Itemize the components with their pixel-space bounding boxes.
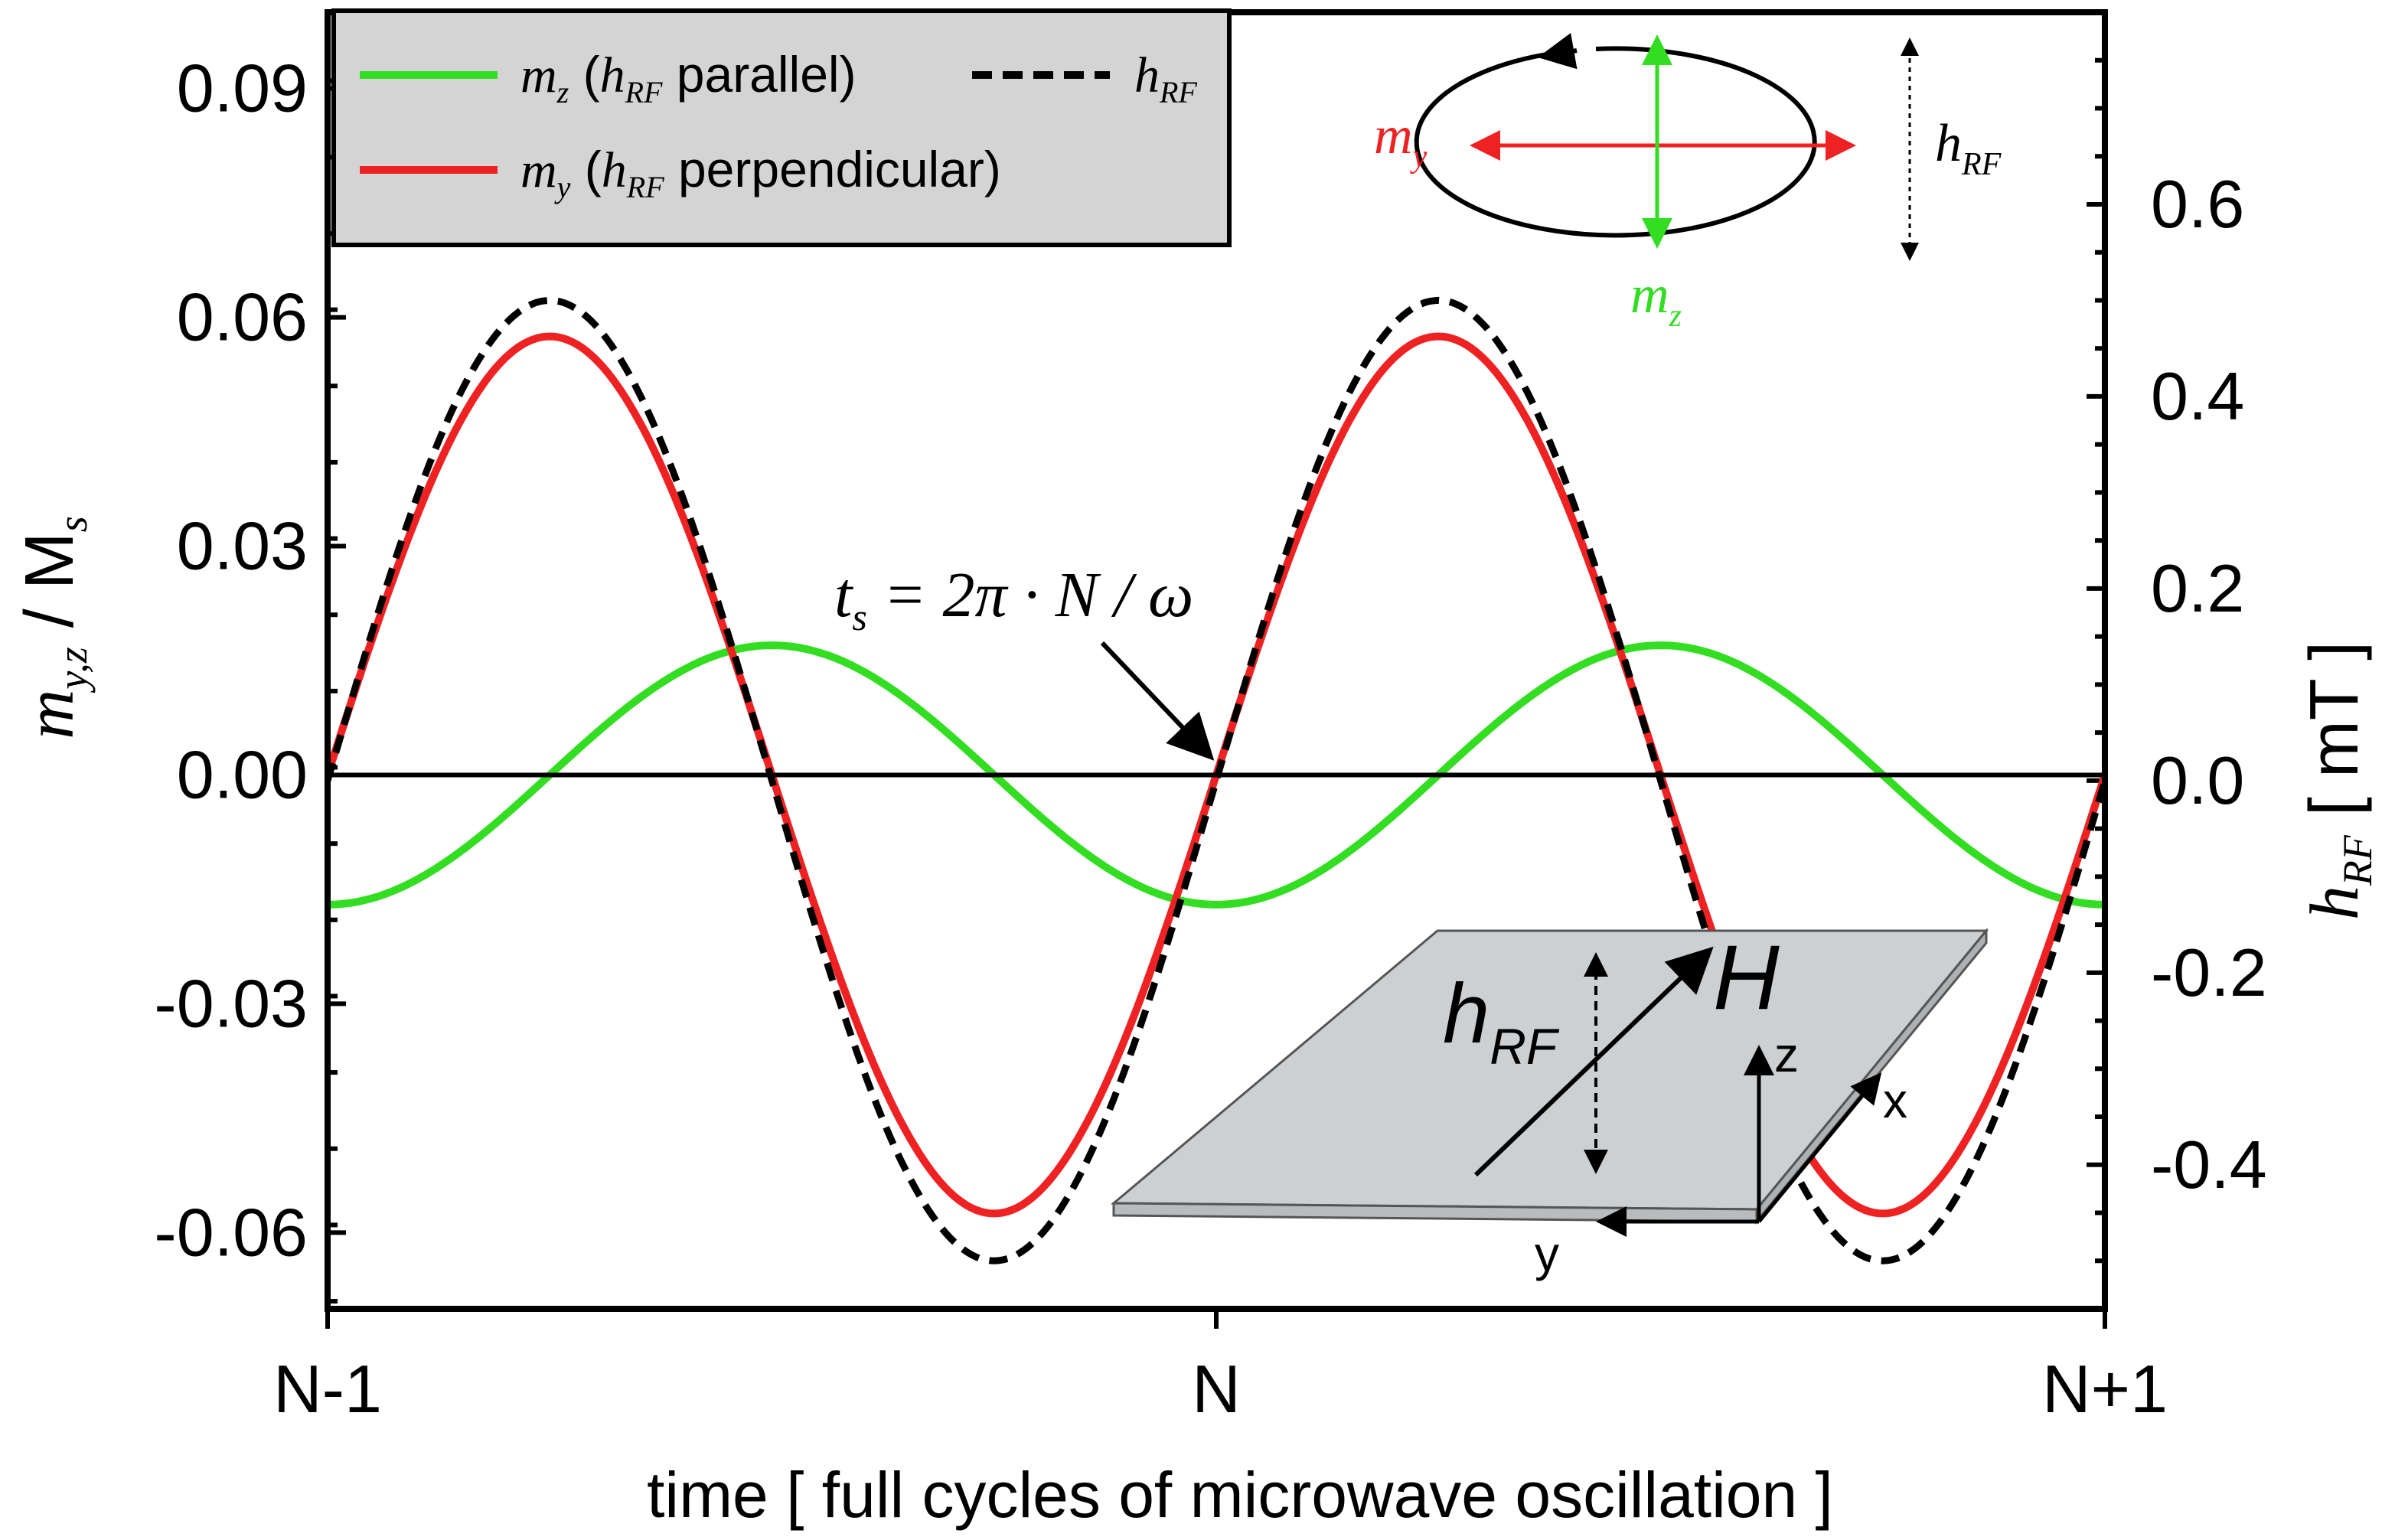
plate-H-label: H	[1713, 926, 1780, 1029]
H-field-arrow-icon	[1473, 946, 1714, 1177]
series-line-2	[328, 296, 2105, 1264]
annotation-arrow-icon	[1100, 641, 1215, 761]
right-tick-labels: 0.6 0.4 0.2 0.0 -0.2 -0.4	[2151, 166, 2267, 1202]
legend-label-my: my (hRF perpendicular)	[520, 141, 1001, 204]
annotation-ts: ts = 2π · N / ω	[834, 560, 1215, 761]
inset-mz-label: mz	[1630, 266, 1682, 334]
svg-text:hRF [ mT ]: hRF [ mT ]	[2296, 641, 2380, 920]
x-axis-arrow-icon	[1757, 1072, 1882, 1223]
ellipse-rotation-arrow-icon	[1538, 33, 1578, 70]
ellipse-shape	[1414, 46, 1817, 238]
x-tick-label: N+1	[2042, 1351, 2168, 1427]
plate-axis-z: z	[1774, 1027, 1799, 1082]
y-left-tick-label: 0.09	[177, 51, 308, 126]
inset-my-label: my	[1374, 106, 1428, 175]
x-axis-title: time [ full cycles of microwave oscillat…	[647, 1459, 1833, 1531]
x-tick-label: N-1	[273, 1351, 382, 1427]
annotation-text: ts = 2π · N / ω	[834, 560, 1193, 638]
legend-box	[331, 8, 1232, 247]
legend-label-mz: mz (hRF parallel)	[520, 46, 857, 109]
y-right-tick-label: 0.0	[2151, 742, 2244, 818]
x-tick-labels: N-1 N N+1	[273, 1351, 2168, 1427]
y-right-tick-label: 0.2	[2151, 550, 2244, 626]
y-axis-right-title: hRF [ mT ]	[2296, 641, 2380, 920]
plate-hrf-label: hRF	[1443, 967, 1560, 1075]
y-axis-left-title: my,z / Ms	[11, 516, 96, 739]
legend: mz (hRF parallel) hRF my (hRF perpendicu…	[331, 8, 1232, 247]
y-left-tick-label: 0.00	[177, 736, 308, 812]
svg-text:my,z / Ms: my,z / Ms	[11, 516, 96, 739]
y-right-tick-label: -0.2	[2151, 935, 2267, 1010]
y-right-tick-label: -0.4	[2151, 1127, 2267, 1202]
y-right-tick-label: 0.6	[2151, 166, 2244, 242]
inset-plate-diagram: hRF H z x y	[1110, 926, 1989, 1281]
y-left-tick-label: 0.03	[177, 508, 308, 584]
y-left-tick-label: 0.06	[177, 279, 308, 355]
y-right-tick-label: 0.4	[2151, 358, 2244, 434]
left-tick-labels: 0.09 0.06 0.03 0.00 -0.03 -0.06	[154, 51, 308, 1271]
inset-hrf-label: hRF	[1935, 114, 2002, 182]
y-left-tick-label: -0.06	[154, 1194, 308, 1270]
y-left-tick-label: -0.03	[154, 965, 308, 1041]
legend-label-hrf: hRF	[1134, 47, 1197, 109]
inset-ellipse-diagram: my mz hRF	[1374, 33, 2002, 334]
x-tick-label: N	[1192, 1351, 1241, 1427]
plate-axis-x: x	[1883, 1073, 1907, 1128]
plate-axis-y: y	[1535, 1226, 1559, 1281]
series-line-0	[328, 641, 2105, 909]
